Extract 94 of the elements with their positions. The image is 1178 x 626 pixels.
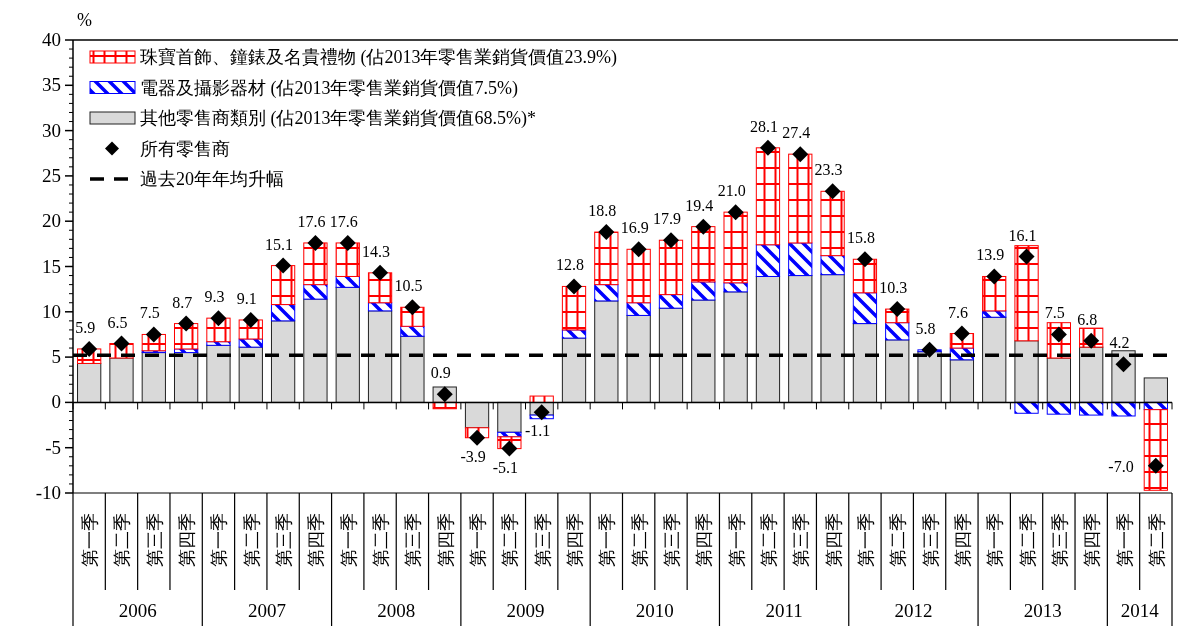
legend-label: 所有零售商 bbox=[140, 138, 230, 159]
data-label: 9.3 bbox=[204, 288, 225, 306]
x-tick-label: 第四季 bbox=[952, 513, 973, 567]
y-tick-label: -5 bbox=[45, 436, 61, 458]
data-label: 10.3 bbox=[879, 279, 908, 297]
data-label: 13.9 bbox=[976, 246, 1005, 264]
legend-label: 其他零售商類別 (佔2013年零售業銷貨價值68.5%)* bbox=[140, 108, 536, 129]
x-tick-label: 第四季 bbox=[306, 513, 327, 567]
x-tick-label: 第一季 bbox=[726, 513, 747, 567]
data-label: 12.8 bbox=[556, 256, 585, 274]
data-label: 7.6 bbox=[947, 303, 968, 321]
x-tick-label: 第二季 bbox=[1017, 513, 1038, 567]
x-tick-label: 第二季 bbox=[1146, 513, 1167, 567]
data-label: 15.1 bbox=[265, 235, 294, 253]
legend-label: 電器及攝影器材 (佔2013年零售業銷貨價值7.5%) bbox=[140, 77, 518, 99]
data-label: 16.1 bbox=[1008, 226, 1037, 244]
x-tick-label: 第一季 bbox=[597, 513, 618, 567]
y-tick-label: 20 bbox=[42, 210, 61, 232]
data-label: 9.1 bbox=[236, 289, 257, 307]
data-label: 17.6 bbox=[297, 212, 326, 230]
data-label: 0.9 bbox=[430, 364, 451, 382]
data-label: 10.5 bbox=[394, 277, 423, 295]
x-tick-label: 第三季 bbox=[532, 513, 553, 567]
data-label: 27.4 bbox=[782, 124, 811, 142]
y-tick-label: 15 bbox=[42, 255, 61, 277]
data-label: 16.9 bbox=[620, 219, 649, 237]
text: 2010 bbox=[635, 600, 674, 621]
x-tick-label: 第三季 bbox=[920, 513, 941, 567]
text: 2009 bbox=[506, 600, 545, 621]
y-axis-title: % bbox=[77, 10, 92, 30]
y-tick-label: 35 bbox=[42, 74, 61, 96]
y-tick-label: 0 bbox=[51, 391, 61, 413]
text: 2013 bbox=[1023, 600, 1062, 621]
x-tick-label: 第四季 bbox=[694, 513, 715, 567]
x-tick-label: 第一季 bbox=[209, 513, 230, 567]
x-tick-label: 第二季 bbox=[500, 513, 521, 567]
data-label: 21.0 bbox=[717, 182, 746, 200]
text: 2012 bbox=[894, 600, 933, 621]
x-tick-label: 第四季 bbox=[1082, 513, 1103, 567]
data-label: 15.8 bbox=[846, 229, 875, 247]
data-label: 5.9 bbox=[75, 318, 96, 336]
text: 2008 bbox=[377, 600, 416, 621]
x-tick-label: 第三季 bbox=[1049, 513, 1070, 567]
x-tick-label: 第二季 bbox=[758, 513, 779, 567]
legend-label: 過去20年年均升幅 bbox=[140, 169, 284, 189]
x-tick-label: 第三季 bbox=[791, 513, 812, 567]
y-tick-label: 40 bbox=[42, 29, 61, 50]
x-tick-label: 第四季 bbox=[435, 513, 456, 567]
x-tick-label: 第二季 bbox=[371, 513, 392, 567]
legend-label: 珠寶首飾、鐘錶及名貴禮物 (佔2013年零售業銷貨價值23.9%) bbox=[140, 47, 617, 68]
text: 2007 bbox=[247, 600, 286, 621]
data-label: -7.0 bbox=[1108, 457, 1134, 475]
x-tick-label: 第四季 bbox=[177, 513, 198, 567]
x-tick-label: 第二季 bbox=[112, 513, 133, 567]
data-label: 6.8 bbox=[1077, 310, 1098, 328]
data-label: 19.4 bbox=[685, 196, 714, 214]
x-tick-label: 第三季 bbox=[661, 513, 682, 567]
x-tick-label: 第一季 bbox=[1114, 513, 1135, 567]
data-label: 7.5 bbox=[139, 304, 160, 322]
data-label: 8.7 bbox=[172, 293, 193, 311]
x-tick-label: 第四季 bbox=[823, 513, 844, 567]
text: 2006 bbox=[118, 600, 157, 621]
x-tick-label: 第一季 bbox=[338, 513, 359, 567]
x-tick-label: 第三季 bbox=[403, 513, 424, 567]
data-label: 6.5 bbox=[107, 313, 128, 331]
x-tick-label: 第三季 bbox=[274, 513, 295, 567]
text: 2014 bbox=[1120, 600, 1160, 621]
data-label: 17.9 bbox=[652, 210, 681, 228]
data-label: -5.1 bbox=[492, 458, 519, 476]
data-label: -1.1 bbox=[525, 422, 551, 440]
y-tick-label: 10 bbox=[42, 300, 61, 322]
x-tick-label: 第三季 bbox=[144, 513, 165, 567]
x-tick-label: 第二季 bbox=[629, 513, 650, 567]
data-label: 4.2 bbox=[1109, 334, 1130, 352]
data-label: 17.6 bbox=[329, 212, 358, 230]
data-label: 14.3 bbox=[362, 242, 391, 260]
data-label: 18.8 bbox=[588, 202, 617, 220]
data-label: 5.8 bbox=[915, 319, 936, 337]
x-tick-label: 第一季 bbox=[468, 513, 489, 567]
text: 2011 bbox=[765, 600, 803, 621]
x-tick-label: 第一季 bbox=[985, 513, 1006, 567]
y-tick-label: 5 bbox=[51, 346, 61, 368]
x-tick-label: 第二季 bbox=[241, 513, 262, 567]
x-tick-label: 第二季 bbox=[888, 513, 909, 567]
x-tick-label: 第一季 bbox=[80, 513, 101, 567]
data-label: 28.1 bbox=[749, 117, 778, 135]
x-tick-label: 第一季 bbox=[855, 513, 876, 567]
y-tick-label: 25 bbox=[42, 164, 61, 186]
data-label: 7.5 bbox=[1044, 304, 1065, 322]
data-label: 23.3 bbox=[814, 161, 843, 179]
y-tick-label: -10 bbox=[35, 482, 61, 503]
y-tick-label: 30 bbox=[42, 119, 61, 141]
data-label: -3.9 bbox=[460, 447, 486, 465]
x-tick-label: 第四季 bbox=[565, 513, 586, 567]
